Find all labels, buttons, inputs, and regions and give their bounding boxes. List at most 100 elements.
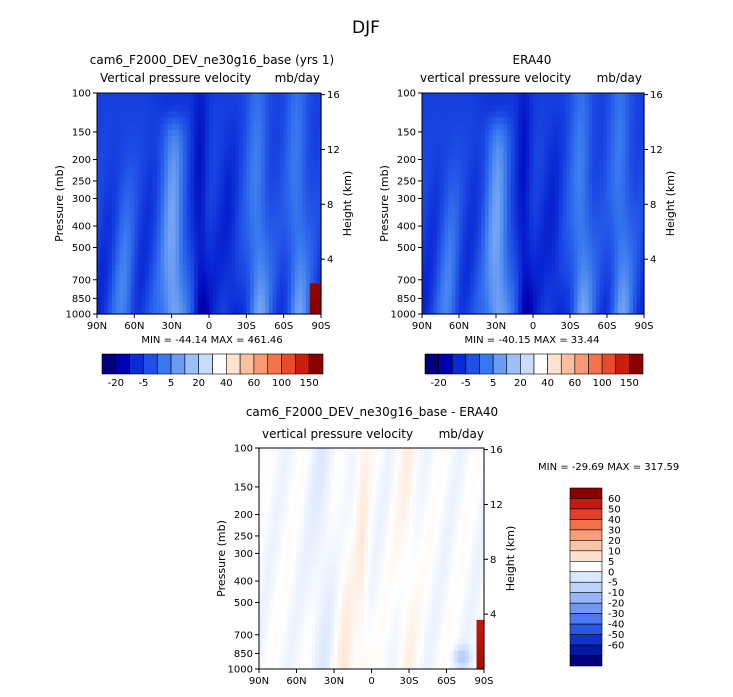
era-cell (500, 124, 504, 131)
model-cell (205, 154, 209, 161)
era-cell (633, 148, 637, 155)
era-cell (537, 124, 541, 131)
era-cell (589, 105, 593, 112)
era-cell (629, 265, 633, 272)
model-cell (228, 93, 232, 100)
diff-cell (435, 448, 439, 455)
model-cell (175, 240, 179, 247)
era-cell (548, 148, 552, 155)
model-cell (164, 216, 168, 223)
era-cell (492, 118, 496, 125)
model-cell (127, 111, 131, 118)
model-colorbar-swatch (199, 354, 213, 374)
era-cell (552, 283, 556, 290)
model-cell (306, 289, 310, 296)
model-cell (250, 124, 254, 131)
era-cell (574, 283, 578, 290)
diff-cell (267, 473, 271, 480)
era-cell (600, 148, 604, 155)
era-cell (618, 185, 622, 192)
diff-cell (330, 466, 334, 473)
era-cell (459, 111, 463, 118)
era-cell (496, 204, 500, 211)
model-cell (250, 289, 254, 296)
model-cell (243, 93, 247, 100)
model-cell (243, 197, 247, 204)
era-cell (570, 161, 574, 168)
era-cell (592, 259, 596, 266)
model-cell (108, 148, 112, 155)
model-cell (108, 99, 112, 106)
era-cell (589, 154, 593, 161)
model-cell (250, 216, 254, 223)
model-cell (198, 228, 202, 235)
model-cell (291, 271, 295, 278)
era-cell (426, 185, 430, 192)
era-cell (563, 259, 567, 266)
model-cell (131, 118, 135, 125)
model-cell (291, 253, 295, 260)
model-cell (179, 283, 183, 290)
model-cell (306, 185, 310, 192)
era-cell (426, 259, 430, 266)
diff-cell (398, 497, 402, 504)
model-cell (179, 111, 183, 118)
diff-cell (390, 460, 394, 467)
era-cell (422, 302, 426, 309)
model-cell (291, 93, 295, 100)
era-cell (518, 240, 522, 247)
model-cell (183, 130, 187, 137)
era-cell (570, 179, 574, 186)
model-colorbar-swatch (157, 354, 171, 374)
model-cell (172, 179, 176, 186)
era-colorbar-label: 20 (514, 378, 527, 389)
model-cell (101, 204, 105, 211)
model-cell (153, 173, 157, 180)
model-cell (250, 271, 254, 278)
era-colorbar-label: -5 (461, 378, 471, 389)
model-cell (258, 283, 262, 290)
model-cell (138, 99, 142, 106)
era-cell (637, 111, 641, 118)
era-cell (529, 105, 533, 112)
era-cell (470, 253, 474, 260)
model-cell (172, 105, 176, 112)
era-cell (626, 228, 630, 235)
era-cell (600, 161, 604, 168)
model-cell (287, 222, 291, 229)
diff-cell (443, 485, 447, 492)
era-cell (581, 210, 585, 217)
era-cell (455, 191, 459, 198)
model-cell (291, 185, 295, 192)
era-cell (600, 142, 604, 149)
model-cell (235, 259, 239, 266)
model-cell (228, 302, 232, 309)
model-cell (254, 204, 258, 211)
model-cell (175, 296, 179, 303)
era-cell (455, 185, 459, 192)
era-cell (470, 93, 474, 100)
model-cell (142, 283, 146, 290)
model-cell (314, 173, 318, 180)
era-cell (622, 142, 626, 149)
era-cell (503, 289, 507, 296)
era-cell (581, 265, 585, 272)
diff-cell (409, 479, 413, 486)
model-cell (310, 111, 314, 118)
era-cell (470, 173, 474, 180)
model-cell (287, 228, 291, 235)
era-cell (577, 124, 581, 131)
model-cell (243, 265, 247, 272)
model-cell (97, 130, 101, 137)
era-cell (603, 253, 607, 260)
model-cell (101, 105, 105, 112)
model-cell (157, 154, 161, 161)
model-cell (146, 130, 150, 137)
era-cell (566, 240, 570, 247)
model-cell (119, 216, 123, 223)
model-cell (239, 173, 243, 180)
era-cell (522, 93, 526, 100)
era-cell (466, 302, 470, 309)
model-cell (108, 93, 112, 100)
diff-cell (372, 454, 376, 461)
